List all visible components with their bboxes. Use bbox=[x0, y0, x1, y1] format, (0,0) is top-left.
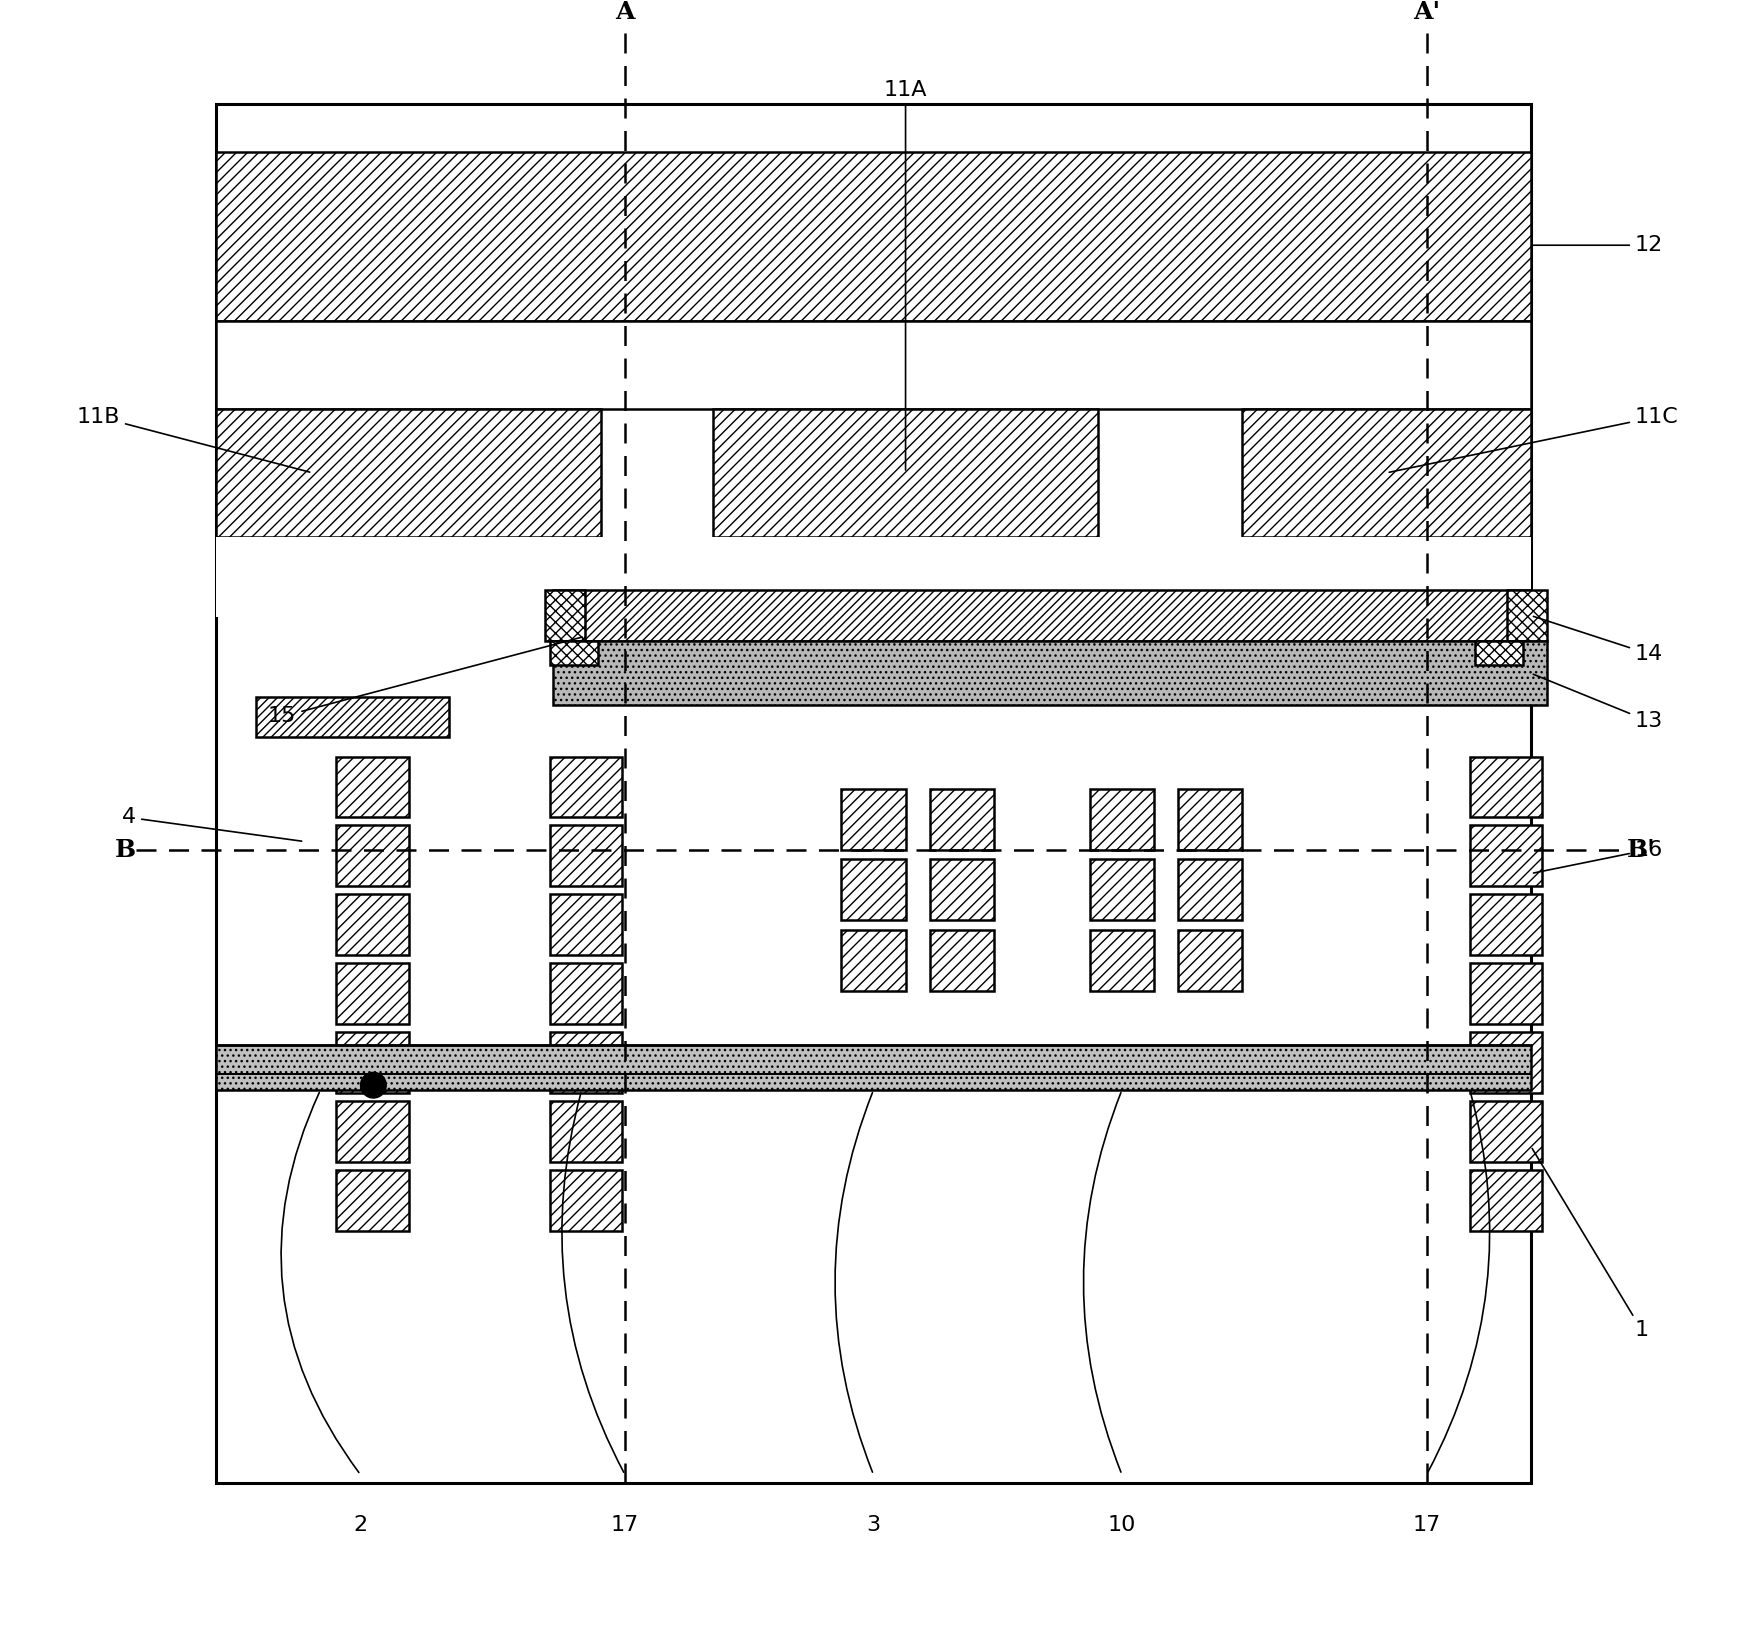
Bar bbox=[929, 789, 994, 849]
Text: 4: 4 bbox=[122, 807, 302, 841]
Text: 11A: 11A bbox=[884, 80, 928, 470]
Text: 17: 17 bbox=[611, 1515, 639, 1534]
Text: 17: 17 bbox=[1412, 1515, 1441, 1534]
Text: 2: 2 bbox=[353, 1515, 367, 1534]
Text: 14: 14 bbox=[1534, 617, 1663, 664]
Text: 12: 12 bbox=[1534, 236, 1663, 255]
Text: 11B: 11B bbox=[77, 407, 309, 472]
Text: 11C: 11C bbox=[1389, 407, 1679, 472]
Bar bbox=[1090, 929, 1155, 991]
Text: 1: 1 bbox=[1532, 1149, 1649, 1341]
Bar bbox=[217, 153, 1530, 321]
Bar bbox=[550, 1032, 622, 1093]
Bar bbox=[337, 825, 409, 887]
Bar bbox=[550, 1170, 622, 1232]
Text: 10: 10 bbox=[1108, 1515, 1136, 1534]
Bar bbox=[550, 641, 597, 665]
Bar bbox=[217, 537, 1530, 617]
Bar bbox=[337, 1170, 409, 1232]
Bar bbox=[552, 641, 1546, 704]
Text: 13: 13 bbox=[1534, 674, 1663, 731]
Bar bbox=[337, 1032, 409, 1093]
Bar bbox=[842, 789, 905, 849]
Text: 15: 15 bbox=[267, 638, 582, 727]
Bar bbox=[217, 104, 1530, 1482]
Bar bbox=[1177, 859, 1242, 921]
Bar bbox=[550, 895, 622, 955]
Bar bbox=[929, 929, 994, 991]
Bar bbox=[1469, 1170, 1543, 1232]
Circle shape bbox=[360, 1072, 386, 1098]
Text: 16: 16 bbox=[1534, 840, 1663, 874]
Bar bbox=[550, 825, 622, 887]
Text: B': B' bbox=[1626, 838, 1656, 862]
Bar bbox=[713, 408, 1097, 537]
Text: 3: 3 bbox=[867, 1515, 880, 1534]
Bar bbox=[337, 757, 409, 817]
Bar bbox=[545, 591, 585, 641]
Text: A': A' bbox=[1413, 0, 1440, 24]
Bar bbox=[842, 859, 905, 921]
Bar bbox=[1474, 641, 1523, 665]
Bar bbox=[337, 895, 409, 955]
Bar bbox=[1090, 789, 1155, 849]
Bar bbox=[217, 1045, 1530, 1090]
Bar bbox=[1090, 859, 1155, 921]
Text: B: B bbox=[115, 838, 136, 862]
Bar bbox=[217, 321, 1530, 408]
Bar bbox=[1506, 591, 1546, 641]
Bar bbox=[1469, 757, 1543, 817]
Bar bbox=[337, 1101, 409, 1162]
Bar bbox=[552, 591, 1530, 641]
Bar bbox=[337, 963, 409, 1025]
Bar bbox=[550, 1101, 622, 1162]
Bar bbox=[550, 963, 622, 1025]
Bar bbox=[1177, 929, 1242, 991]
Bar bbox=[1469, 1101, 1543, 1162]
Bar bbox=[1469, 895, 1543, 955]
Bar bbox=[217, 408, 601, 537]
Bar bbox=[1469, 1032, 1543, 1093]
Bar bbox=[550, 757, 622, 817]
Bar bbox=[929, 859, 994, 921]
Bar bbox=[1177, 789, 1242, 849]
Text: A: A bbox=[615, 0, 634, 24]
Bar bbox=[1469, 963, 1543, 1025]
Bar bbox=[1242, 408, 1530, 537]
Bar bbox=[1469, 825, 1543, 887]
Bar bbox=[842, 929, 905, 991]
Bar bbox=[257, 698, 449, 737]
